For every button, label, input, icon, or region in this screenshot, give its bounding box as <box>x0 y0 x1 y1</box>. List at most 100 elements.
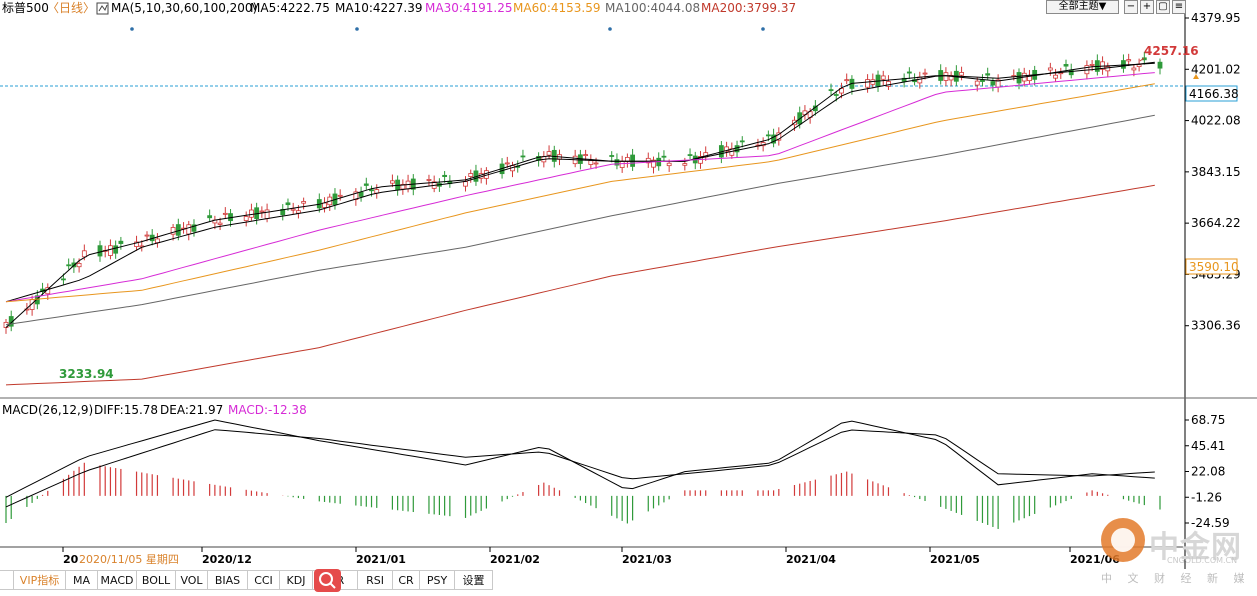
macd-panel <box>5 419 1161 529</box>
macd-tick-label: 22.08 <box>1191 465 1225 479</box>
tab-ma[interactable]: MA <box>66 570 98 590</box>
candle <box>922 68 928 80</box>
candle <box>217 217 223 231</box>
candle <box>651 156 656 174</box>
candle <box>980 74 985 87</box>
x-tick-label: 20 <box>63 553 79 566</box>
macd-diff-line <box>5 419 1155 498</box>
ma-icon <box>96 2 109 15</box>
ma-lines <box>5 61 1155 386</box>
candle <box>771 128 776 148</box>
candle <box>828 83 834 96</box>
candle <box>776 127 782 146</box>
x-tick-label: 2020/12 <box>202 553 252 566</box>
ma10-value: MA10:4227.39 <box>335 1 423 15</box>
candle <box>191 219 197 237</box>
x-tick-label: 2021/01 <box>356 553 406 566</box>
macd-params: MACD(26,12,9) <box>2 403 93 417</box>
candle <box>243 211 249 227</box>
candle <box>844 73 850 85</box>
candle <box>1126 53 1132 67</box>
candle <box>520 149 526 162</box>
y-tick-label: 3306.36 <box>1191 319 1241 333</box>
fullscreen-icon[interactable]: ▢ <box>1156 0 1170 14</box>
candle <box>113 240 119 259</box>
theme-button[interactable]: 全部主题▼ <box>1046 0 1119 14</box>
ma-line-ma10 <box>5 61 1155 303</box>
macd-tick-label: 45.41 <box>1191 439 1225 453</box>
tab-cci[interactable]: CCI <box>248 570 280 590</box>
macd-dea-line <box>5 429 1155 508</box>
up-arrow-icon <box>1193 74 1199 79</box>
macd-tick-label: 68.75 <box>1191 413 1225 427</box>
candle <box>34 290 40 310</box>
main-legend: 标普500 〈日线〉 MA(5,10,30,60,100,200) MA5:42… <box>2 1 796 15</box>
logo-name: 中金网 <box>1149 530 1242 565</box>
candle <box>363 177 369 190</box>
tab-vip[interactable]: VIP指标 <box>14 570 66 590</box>
ma-line-ma100 <box>5 114 1155 326</box>
settings-icon[interactable]: ≡ <box>1172 0 1186 14</box>
tab-kdj[interactable]: KDJ <box>280 570 313 590</box>
tab-vol[interactable]: VOL <box>176 570 208 590</box>
candle <box>739 136 745 148</box>
price-annotations: 4257.16 3233.94 <box>59 44 1199 381</box>
macd-legend: MACD(26,12,9) DIFF:15.78 DEA:21.97 MACD:… <box>2 403 307 417</box>
zoom-out-icon[interactable]: − <box>1124 0 1138 14</box>
candle <box>1063 59 1069 73</box>
legend-dots <box>130 27 765 31</box>
period-label: 〈日线〉 <box>47 1 95 15</box>
x-tick-label: 2021/02 <box>490 553 540 566</box>
diff-value: DIFF:15.78 <box>94 403 158 417</box>
x-tick-label: 2021/03 <box>622 553 672 566</box>
macd-value: MACD:-12.38 <box>228 403 307 417</box>
tab-psy[interactable]: PSY <box>420 570 455 590</box>
y-tick-label: 3664.22 <box>1191 216 1241 230</box>
y-tick-label: 4022.08 <box>1191 114 1241 128</box>
search-icon[interactable] <box>314 569 341 592</box>
candle <box>1105 62 1111 78</box>
candle <box>906 67 912 80</box>
candle <box>66 258 72 270</box>
chart-canvas: 标普500 〈日线〉 MA(5,10,30,60,100,200) MA5:42… <box>0 0 1257 569</box>
zoom-in-icon[interactable]: + <box>1140 0 1154 14</box>
candle <box>609 151 615 163</box>
candle <box>1053 68 1058 82</box>
candle <box>546 145 552 160</box>
candle <box>301 197 307 210</box>
cursor-date-label: 2020/11/05 星期四 <box>79 553 179 566</box>
tab-edge[interactable] <box>0 570 14 590</box>
ma30-value: MA30:4191.25 <box>425 1 513 15</box>
tab-settings[interactable]: 设置 <box>455 570 493 590</box>
ma5-value: MA5:4222.75 <box>250 1 330 15</box>
candle <box>687 148 693 160</box>
ma-line-ma60 <box>5 83 1155 303</box>
ma200-value: MA200:3799.37 <box>701 1 796 15</box>
tab-rsi[interactable]: RSI <box>358 570 393 590</box>
marker-price-label: 3590.10 <box>1189 260 1239 274</box>
candle <box>118 236 124 250</box>
candle <box>207 209 213 223</box>
y-tick-label: 4201.02 <box>1191 62 1241 76</box>
candle <box>468 169 474 183</box>
tab-macd[interactable]: MACD <box>98 570 137 590</box>
candle <box>337 189 343 201</box>
high-label: 4257.16 <box>1144 44 1199 58</box>
indicator-tabs: VIP指标 MA MACD BOLL VOL BIAS CCI KDJ WR R… <box>0 569 1257 592</box>
tab-cr[interactable]: CR <box>393 570 420 590</box>
symbol-label: 标普500 <box>2 1 49 15</box>
low-label: 3233.94 <box>59 367 114 381</box>
tab-boll[interactable]: BOLL <box>137 570 176 590</box>
marker-price-badge: 3590.10 <box>1185 258 1239 275</box>
candle <box>97 240 103 262</box>
logo-url: CNGOLD.COM.CN <box>1167 556 1238 565</box>
y-tick-label: 3843.15 <box>1191 165 1241 179</box>
tab-bias[interactable]: BIAS <box>208 570 248 590</box>
candle <box>3 318 9 334</box>
y-tick-label: 4379.95 <box>1191 11 1241 25</box>
candle <box>1157 58 1163 75</box>
ma60-value: MA60:4153.59 <box>513 1 601 15</box>
ma-line-ma30 <box>5 72 1155 303</box>
candle <box>865 74 870 93</box>
candle <box>222 207 228 219</box>
